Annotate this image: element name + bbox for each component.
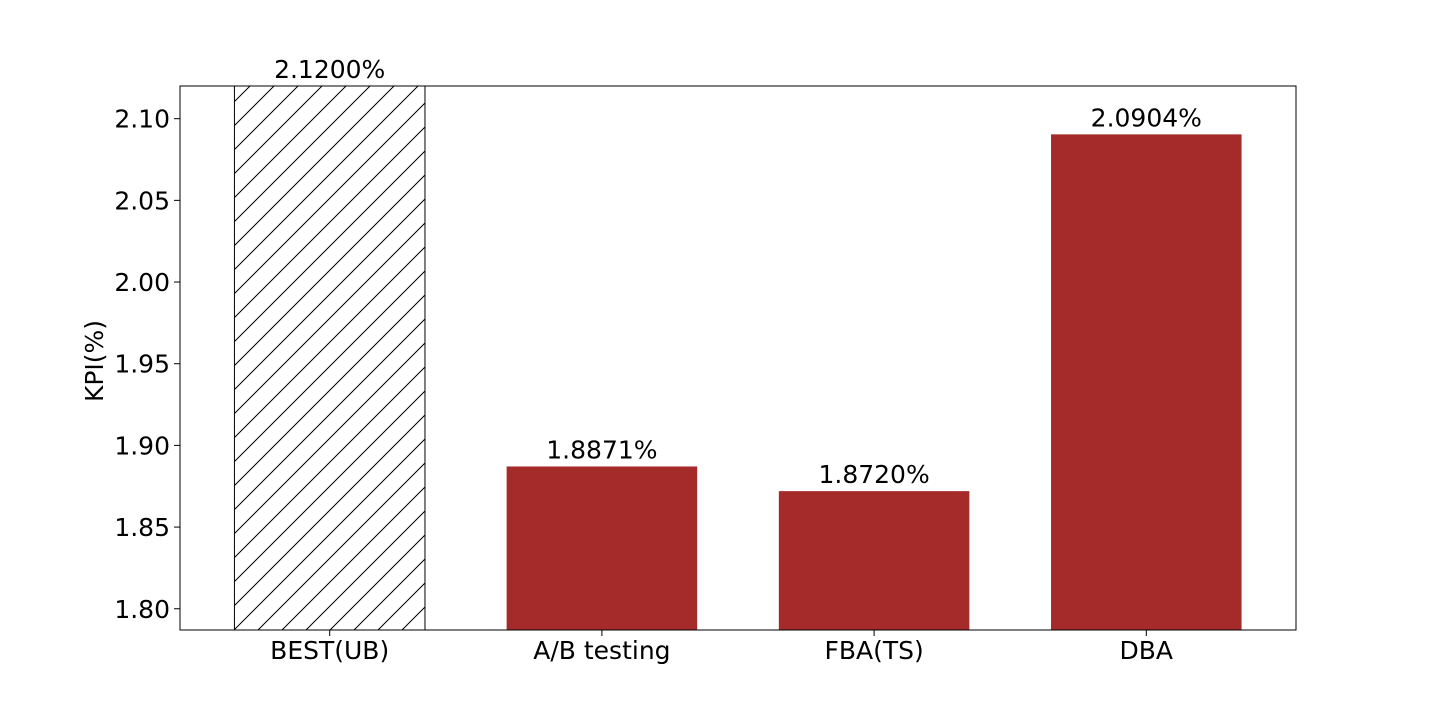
data-label-3: 2.0904% (1091, 103, 1202, 132)
y-tick-label-4: 2.00 (114, 268, 170, 297)
y-axis: 1.80 1.85 1.90 1.95 2.00 2.05 2.10 (114, 105, 180, 624)
bar-1 (506, 466, 698, 630)
data-label-2: 1.8720% (818, 460, 929, 489)
x-tick-label-0: BEST(UB) (270, 636, 389, 665)
bars-layer (233, 85, 1242, 631)
x-tick-label-1: A/B testing (533, 636, 670, 665)
x-tick-label-3: DBA (1120, 636, 1174, 665)
data-label-0: 2.1200% (274, 55, 385, 84)
y-tick-label-3: 1.95 (114, 350, 170, 379)
bar-0 (233, 85, 426, 631)
bar-2 (778, 491, 970, 630)
y-tick-label-1: 1.85 (114, 513, 170, 542)
y-tick-label-6: 2.10 (114, 105, 170, 134)
y-tick-label-5: 2.05 (114, 186, 170, 215)
bar-3 (1051, 134, 1242, 630)
x-tick-label-2: FBA(TS) (824, 636, 923, 665)
y-tick-label-2: 1.90 (114, 431, 170, 460)
plot-area-frame (179, 85, 1297, 631)
data-labels: 2.1200% 1.8871% 1.8720% 2.0904% (274, 55, 1202, 489)
x-axis: BEST(UB) A/B testing FBA(TS) DBA (270, 630, 1173, 665)
y-axis-label: KPI(%) (80, 320, 109, 402)
data-label-1: 1.8871% (546, 435, 657, 464)
y-tick-label-0: 1.80 (114, 595, 170, 624)
